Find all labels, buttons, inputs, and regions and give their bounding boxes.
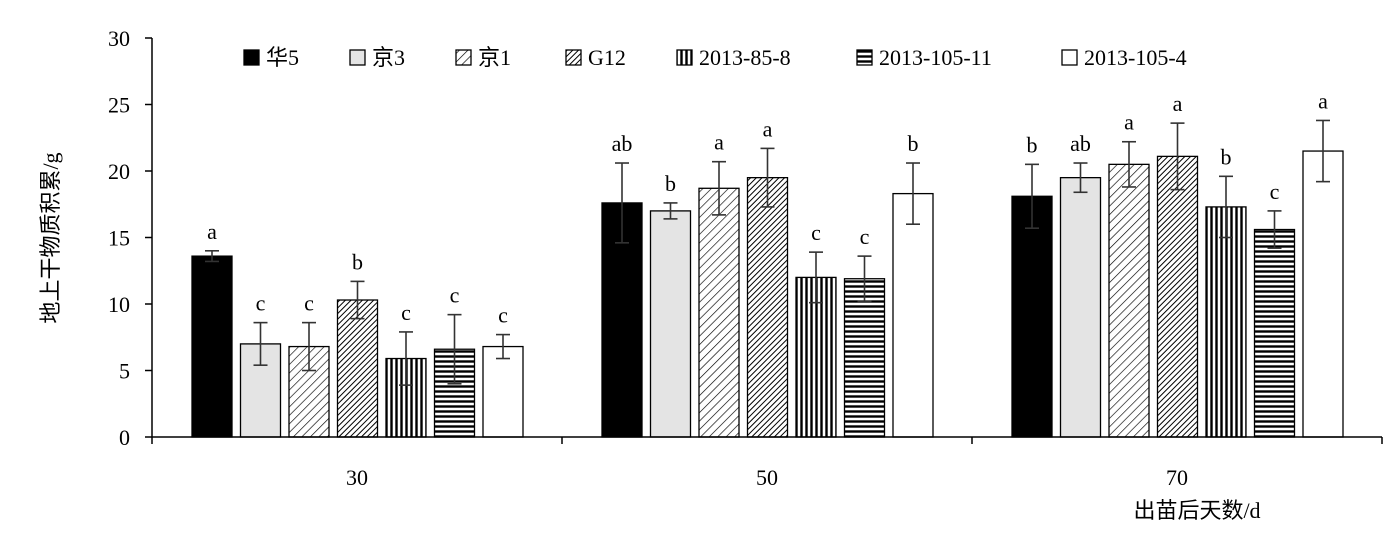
legend-swatch bbox=[349, 49, 366, 66]
bar-G12-50 bbox=[746, 176, 789, 438]
bar-G12-70 bbox=[1156, 155, 1199, 438]
significance-letter: c bbox=[811, 220, 821, 245]
error-bar--1-50 bbox=[712, 160, 726, 216]
significance-letter: b bbox=[1027, 132, 1038, 157]
bar-2013-105-4-50 bbox=[892, 192, 934, 438]
error-bar-2013-105-4-50 bbox=[906, 162, 920, 225]
error-bar--3-50 bbox=[663, 202, 678, 220]
bar--3-70 bbox=[1059, 176, 1102, 438]
legend-label: 2013-85-8 bbox=[699, 45, 791, 70]
significance-letter: b bbox=[908, 131, 919, 156]
x-axis-label: 出苗后天数/d bbox=[1133, 498, 1260, 523]
error-bar-2013-105-11-30 bbox=[447, 313, 462, 385]
error-bar--3-30 bbox=[253, 321, 268, 366]
significance-letter: a bbox=[763, 116, 773, 141]
legend-label: 京3 bbox=[372, 45, 405, 70]
legend-item--3: 京3 bbox=[349, 45, 405, 70]
legend-item-2013-85-8: 2013-85-8 bbox=[676, 45, 791, 70]
legend-item--5: 华5 bbox=[243, 45, 299, 70]
legend-item-2013-105-4: 2013-105-4 bbox=[1061, 45, 1187, 70]
bar-2013-85-8-50 bbox=[795, 276, 837, 438]
significance-letter: a bbox=[714, 130, 724, 155]
error-bar-2013-105-4-30 bbox=[496, 333, 510, 360]
legend-swatch bbox=[565, 49, 582, 66]
significance-letter: c bbox=[304, 291, 314, 316]
y-tick-label: 20 bbox=[108, 159, 130, 184]
legend-swatch bbox=[1061, 49, 1078, 66]
y-axis-label: 地上干物质积累/g bbox=[38, 152, 63, 323]
legend-label: G12 bbox=[588, 45, 626, 70]
y-tick-label: 10 bbox=[108, 292, 130, 317]
legend-item-2013-105-11: 2013-105-11 bbox=[856, 45, 992, 70]
significance-letter: b bbox=[1221, 144, 1232, 169]
x-tick-label: 50 bbox=[756, 465, 778, 490]
bar--5-30 bbox=[191, 255, 233, 438]
error-bar-2013-105-11-50 bbox=[857, 255, 872, 303]
error-bar-2013-105-4-70 bbox=[1316, 119, 1330, 183]
legend: 华5 京3 京1 G12 2013-85-8 2013-105-11 2013-105-4 bbox=[243, 45, 1187, 70]
error-bar--5-50 bbox=[615, 162, 629, 244]
y-tick-label: 30 bbox=[108, 26, 130, 51]
legend-swatch bbox=[243, 49, 260, 66]
error-bar--1-30 bbox=[302, 321, 316, 372]
bar-2013-105-4-70 bbox=[1302, 150, 1344, 438]
bar--3-50 bbox=[649, 210, 692, 438]
x-tick-label: 30 bbox=[346, 465, 368, 490]
legend-item-G12: G12 bbox=[565, 45, 626, 70]
bar-G12-30 bbox=[336, 299, 379, 438]
significance-letter: a bbox=[1124, 110, 1134, 135]
significance-letter: c bbox=[1270, 179, 1280, 204]
bar-2013-105-11-50 bbox=[843, 278, 886, 438]
error-bar--3-70 bbox=[1073, 162, 1088, 194]
significance-letter: c bbox=[860, 224, 870, 249]
legend-label: 2013-105-4 bbox=[1084, 45, 1187, 70]
significance-letter: c bbox=[401, 300, 411, 325]
bar-2013-105-4-30 bbox=[482, 345, 524, 438]
significance-letter: ab bbox=[612, 131, 633, 156]
significance-letter: ab bbox=[1070, 131, 1091, 156]
significance-letter: b bbox=[665, 171, 676, 196]
error-bar-2013-105-11-70 bbox=[1267, 210, 1282, 249]
significance-letter: a bbox=[1318, 88, 1328, 113]
error-bar-G12-50 bbox=[760, 147, 775, 208]
y-tick-label: 25 bbox=[108, 93, 130, 118]
error-bar--5-30 bbox=[205, 250, 219, 263]
y-tick-label: 0 bbox=[119, 425, 130, 450]
error-bar--5-70 bbox=[1025, 163, 1039, 229]
error-bar-2013-85-8-70 bbox=[1219, 175, 1233, 239]
error-bar-2013-85-8-30 bbox=[399, 331, 413, 386]
legend-label: 2013-105-11 bbox=[879, 45, 992, 70]
significance-letter: a bbox=[207, 219, 217, 244]
error-bar-2013-85-8-50 bbox=[809, 251, 823, 304]
bar-2013-85-8-70 bbox=[1205, 206, 1247, 438]
x-tick-label: 70 bbox=[1166, 465, 1188, 490]
significance-letter: a bbox=[1173, 91, 1183, 116]
bar-2013-105-11-70 bbox=[1253, 228, 1296, 438]
bar--1-70 bbox=[1108, 163, 1150, 438]
error-bar-G12-70 bbox=[1170, 122, 1185, 191]
error-bar-G12-30 bbox=[350, 280, 365, 320]
legend-label: 京1 bbox=[478, 45, 511, 70]
significance-letter: c bbox=[498, 303, 508, 328]
legend-label: 华5 bbox=[266, 45, 299, 70]
legend-swatch bbox=[676, 49, 693, 66]
y-tick-label: 5 bbox=[119, 359, 130, 384]
bar--1-50 bbox=[698, 187, 740, 438]
bar--5-70 bbox=[1011, 195, 1053, 438]
significance-letter: c bbox=[256, 291, 266, 316]
error-bar--1-70 bbox=[1122, 140, 1136, 188]
legend-item--1: 京1 bbox=[455, 45, 511, 70]
legend-swatch bbox=[856, 49, 873, 66]
significance-letter: b bbox=[352, 249, 363, 274]
axes: 0 5 10 15 20 25 30 30 50 70 bbox=[108, 26, 1383, 490]
legend-swatch bbox=[455, 49, 472, 66]
significance-letter: c bbox=[450, 283, 460, 308]
y-tick-label: 15 bbox=[108, 226, 130, 251]
